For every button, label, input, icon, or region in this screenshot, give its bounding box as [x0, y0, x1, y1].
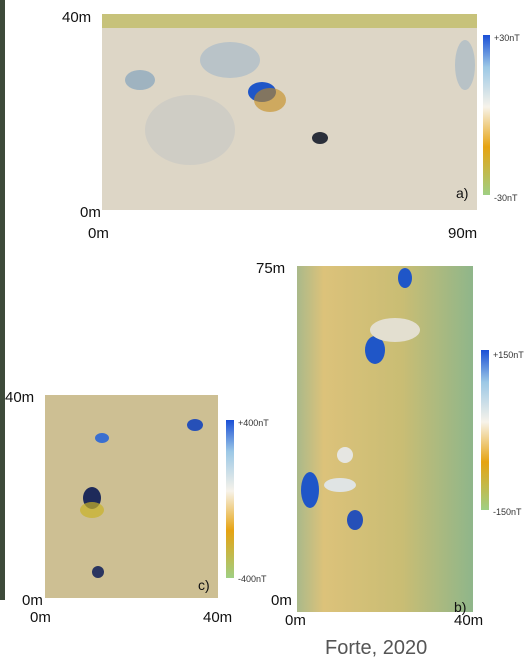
panel-label: b): [454, 599, 466, 615]
anomaly: [455, 40, 475, 90]
scale-max: +150nT: [493, 350, 524, 360]
y-max-label: 40m: [5, 389, 34, 406]
y-min-label: 0m: [80, 204, 101, 221]
anomaly: [254, 88, 286, 112]
color-scale: [483, 35, 490, 195]
y-max-label: 75m: [256, 260, 285, 277]
anomaly: [80, 502, 104, 518]
anomaly: [312, 132, 328, 144]
x-min-label: 0m: [30, 609, 51, 626]
panel-label: a): [456, 185, 468, 201]
panel-a: 40m 0m 0m 90m +30nT -30nT a): [62, 9, 520, 242]
anomaly: [92, 566, 104, 578]
anomaly: [187, 419, 203, 431]
panel-c: 40m 0m 0m 40m +400nT -400nT c): [5, 389, 269, 626]
panel-label: c): [198, 577, 210, 593]
scale-min: -400nT: [238, 574, 267, 584]
credit: Forte, 2020: [325, 637, 427, 659]
scale-min: -30nT: [494, 193, 518, 203]
anomaly: [337, 447, 353, 463]
anomaly: [301, 472, 319, 508]
scale-max: +30nT: [494, 33, 520, 43]
x-min-label: 0m: [285, 612, 306, 629]
map-band: [102, 14, 477, 28]
color-scale: [226, 420, 234, 578]
anomaly: [125, 70, 155, 90]
color-scale: [481, 350, 489, 510]
x-min-label: 0m: [88, 225, 109, 242]
figure: 40m 0m 0m 90m +30nT -30nT a) 75m 0m 0m 4…: [0, 0, 529, 663]
anomaly: [370, 318, 420, 342]
edge-strip: [0, 0, 5, 600]
anomaly: [398, 268, 412, 288]
x-max-label: 40m: [203, 609, 232, 626]
anomaly: [200, 42, 260, 78]
y-min-label: 0m: [271, 592, 292, 609]
anomaly: [95, 433, 109, 443]
panel-b: 75m 0m 0m 40m +150nT -150nT b): [256, 260, 524, 629]
map-image: [297, 266, 473, 612]
x-max-label: 90m: [448, 225, 477, 242]
y-max-label: 40m: [62, 9, 91, 26]
scale-max: +400nT: [238, 418, 269, 428]
anomaly: [145, 95, 235, 165]
anomaly: [324, 478, 356, 492]
anomaly: [347, 510, 363, 530]
y-min-label: 0m: [22, 592, 43, 609]
scale-min: -150nT: [493, 507, 522, 517]
